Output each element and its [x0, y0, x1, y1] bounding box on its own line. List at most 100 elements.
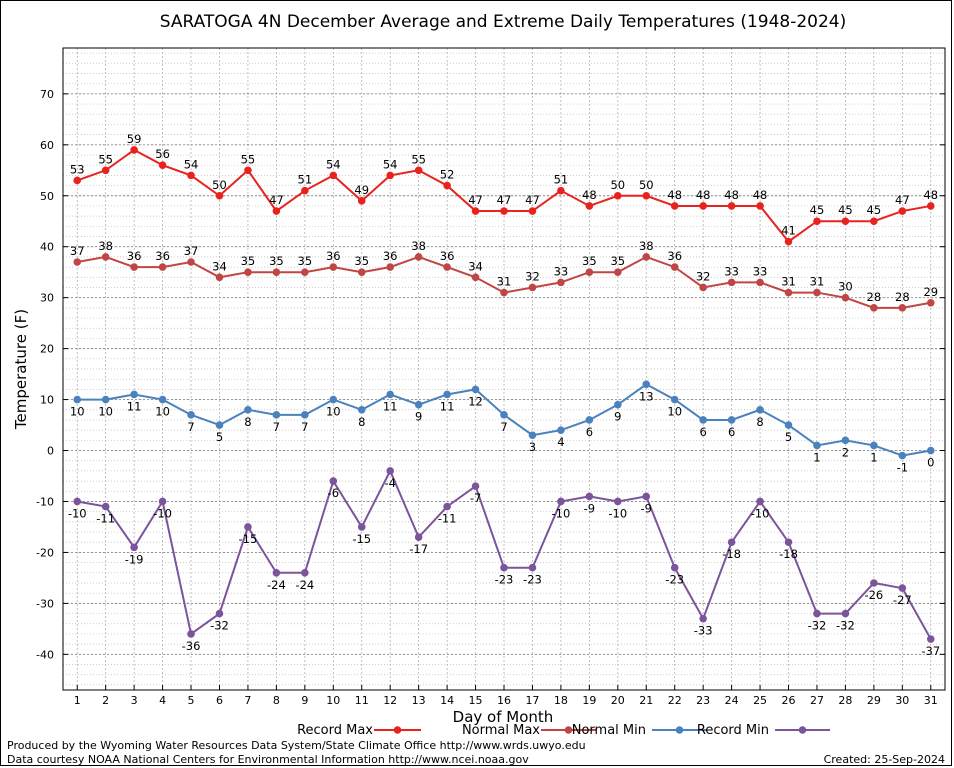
data-point	[784, 288, 793, 297]
x-tick-label: 6	[216, 694, 223, 707]
data-point	[414, 533, 423, 541]
data-label: -24	[295, 578, 314, 592]
x-tick-label: 24	[725, 694, 739, 707]
data-label: 11	[127, 399, 142, 413]
data-label: -26	[864, 588, 883, 602]
data-point	[244, 523, 252, 531]
data-point	[870, 217, 878, 226]
data-point	[784, 538, 793, 547]
series-record-min: -10 -11 -19 -10 -36 -32 -15 -24 -24 -6 -15 -4 -17 -11…	[68, 467, 940, 658]
data-point	[557, 278, 565, 287]
footer-source: Data courtesy NOAA National Centers for …	[7, 753, 529, 766]
data-label: 41	[781, 224, 796, 238]
data-point	[414, 400, 423, 409]
data-label: -11	[96, 512, 115, 526]
x-tick-label: 2	[102, 694, 109, 707]
data-label: -10	[552, 506, 571, 520]
data-label: 33	[554, 264, 569, 278]
data-label: 50	[610, 178, 625, 192]
x-tick-label: 14	[440, 694, 454, 707]
data-point	[272, 268, 281, 276]
data-point	[557, 426, 565, 434]
y-tick-label: 0	[47, 445, 54, 458]
x-tick-label: 19	[582, 694, 596, 707]
data-label: 48	[582, 188, 597, 202]
legend-item-record-min: Record Min	[697, 723, 830, 738]
data-point	[272, 411, 281, 419]
data-point	[386, 171, 394, 180]
data-point	[329, 395, 338, 404]
data-point	[130, 146, 138, 154]
data-point	[614, 497, 622, 506]
data-label: 1	[870, 450, 877, 464]
y-tick-label: -30	[36, 597, 54, 610]
data-point	[727, 278, 736, 287]
y-tick-label: 50	[40, 190, 54, 203]
data-point	[642, 492, 651, 501]
x-tick-label: 4	[159, 694, 166, 707]
data-label: 45	[867, 203, 882, 217]
x-tick-label: 10	[326, 694, 340, 707]
data-point	[500, 207, 508, 215]
x-tick-label: 11	[355, 694, 369, 707]
data-label: -9	[584, 501, 595, 515]
legend-item-normal-min: Normal Min	[572, 723, 707, 738]
data-label: -18	[779, 547, 798, 561]
data-label: 34	[212, 259, 227, 273]
data-label: 1	[813, 450, 820, 464]
data-point	[926, 298, 935, 307]
data-point	[813, 441, 821, 450]
data-point	[357, 523, 366, 531]
data-point	[101, 166, 110, 175]
data-point	[500, 288, 508, 297]
data-label: 36	[440, 249, 455, 263]
data-point	[727, 202, 736, 210]
data-label: 55	[98, 152, 113, 166]
data-label: 48	[724, 188, 739, 202]
data-point	[301, 411, 309, 419]
data-label: 33	[724, 264, 739, 278]
data-point	[443, 502, 451, 511]
data-point	[187, 171, 195, 180]
x-tick-label: 25	[753, 694, 767, 707]
data-point	[471, 482, 480, 490]
data-point	[585, 416, 594, 424]
data-point	[670, 202, 679, 210]
data-label: -32	[808, 619, 827, 633]
data-point	[386, 390, 394, 399]
data-point	[187, 630, 195, 638]
data-point	[187, 411, 195, 419]
data-point	[73, 497, 82, 506]
data-point	[926, 635, 935, 643]
data-label: -15	[239, 532, 258, 546]
x-tick-label: 5	[188, 694, 195, 707]
legend-marker	[798, 726, 807, 734]
data-point	[187, 258, 195, 266]
data-point	[101, 395, 110, 404]
data-point	[443, 390, 451, 399]
x-tick-label: 18	[554, 694, 568, 707]
y-tick-label: 30	[40, 292, 54, 305]
y-tick-label: -10	[36, 495, 54, 508]
data-point	[870, 304, 878, 312]
x-axis-title: Day of Month	[453, 708, 554, 726]
data-label: 30	[838, 280, 853, 294]
data-point	[130, 390, 138, 399]
data-label: 28	[895, 290, 910, 304]
data-point	[528, 207, 537, 215]
data-label: 5	[216, 430, 223, 444]
data-label: 8	[756, 415, 763, 429]
data-label: 33	[753, 264, 768, 278]
x-tick-label: 31	[924, 694, 938, 707]
data-point	[756, 202, 764, 210]
data-point	[756, 405, 764, 414]
data-label: -10	[751, 506, 770, 520]
data-point	[158, 263, 167, 271]
legend: Record Max Normal Max Normal Min Record Min	[297, 723, 830, 738]
data-label: -1	[897, 461, 908, 475]
data-label: 10	[155, 405, 170, 419]
y-tick-label: -40	[36, 648, 54, 661]
data-label: 47	[497, 193, 512, 207]
